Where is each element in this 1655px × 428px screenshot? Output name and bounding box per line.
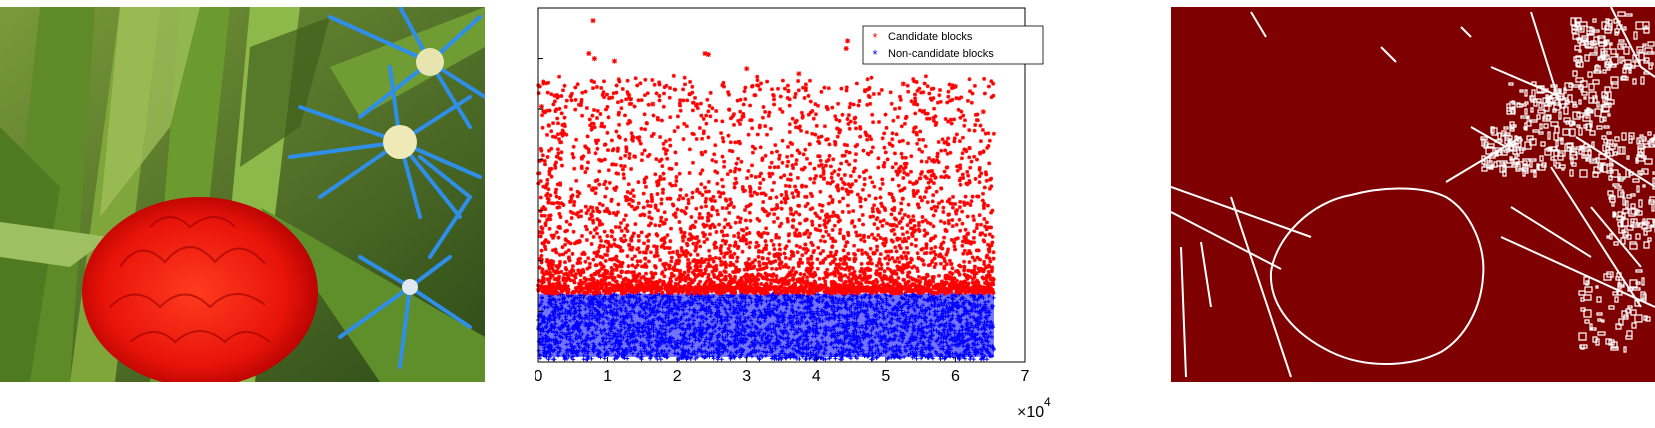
leaf-edge-9 bbox=[1490, 66, 1562, 98]
legend: * Candidate blocks * Non-candidate block… bbox=[862, 25, 1044, 65]
axis-tick-labels: 0 1 2 3 4 5 6 7 bbox=[535, 368, 1030, 385]
leaf-edge-2 bbox=[1171, 211, 1282, 270]
flower-edge-blocks bbox=[1480, 11, 1655, 353]
data-points bbox=[536, 18, 996, 362]
flower-edge-texture bbox=[1480, 11, 1655, 353]
legend-marker-non-candidate: * bbox=[872, 47, 877, 62]
leaf-edge-10 bbox=[1460, 26, 1472, 38]
leaf-edge-16 bbox=[1470, 126, 1507, 148]
leaf-edge-4 bbox=[1180, 246, 1187, 378]
flower-photo bbox=[0, 7, 485, 382]
x-tick-label: 1 bbox=[603, 368, 612, 385]
x-tick-label: 5 bbox=[881, 368, 890, 385]
scatter-chart: 0 1 2 3 4 5 6 7 ×10 4 * Candidate blocks * Non-… bbox=[535, 0, 1125, 428]
legend-label-candidate: Candidate blocks bbox=[888, 31, 973, 43]
scatter-chart-svg: 0 1 2 3 4 5 6 7 ×10 4 * Candidate blocks * Non-… bbox=[535, 7, 1051, 421]
leaf-edge-17 bbox=[1550, 166, 1642, 308]
flower-photo-illustration bbox=[0, 7, 485, 382]
legend-marker-candidate: * bbox=[872, 30, 877, 45]
legend-box bbox=[862, 25, 1044, 65]
x-exponent-base: ×10 bbox=[1017, 404, 1044, 421]
leaf-edge-12 bbox=[1510, 206, 1592, 258]
x-tick-label: 7 bbox=[1021, 368, 1030, 385]
plot-frame bbox=[537, 7, 1026, 363]
leaf-edge-18 bbox=[1590, 206, 1642, 268]
leaf-edge-7 bbox=[1380, 46, 1397, 63]
edge-map-svg bbox=[1171, 7, 1655, 382]
axis-ticks bbox=[537, 7, 1026, 363]
x-tick-label: 6 bbox=[951, 368, 960, 385]
leaf-edge-1 bbox=[1171, 186, 1312, 238]
x-tick-label: 3 bbox=[742, 368, 751, 385]
edge-map bbox=[1171, 7, 1655, 382]
leaf-edge-3 bbox=[1230, 196, 1292, 378]
carnation-outline bbox=[1269, 187, 1485, 365]
x-tick-label: 4 bbox=[812, 368, 821, 385]
edge-lines bbox=[1171, 7, 1655, 378]
x-exponent-power: 4 bbox=[1044, 395, 1051, 409]
leaf-edge-15 bbox=[1575, 136, 1655, 188]
leaf-edge-5 bbox=[1200, 241, 1212, 308]
leaf-edge-11 bbox=[1500, 236, 1655, 308]
x-exponent-label: ×10 4 bbox=[1017, 395, 1051, 421]
leaf-edge-14 bbox=[1610, 7, 1655, 78]
x-tick-label: 0 bbox=[535, 368, 543, 385]
legend-label-non-candidate: Non-candidate blocks bbox=[888, 48, 994, 60]
edge-map-background bbox=[1171, 7, 1655, 382]
x-tick-label: 2 bbox=[673, 368, 682, 385]
candidate-points bbox=[536, 18, 996, 296]
non-candidate-points bbox=[536, 291, 996, 362]
leaf-edge-6 bbox=[1250, 11, 1267, 38]
